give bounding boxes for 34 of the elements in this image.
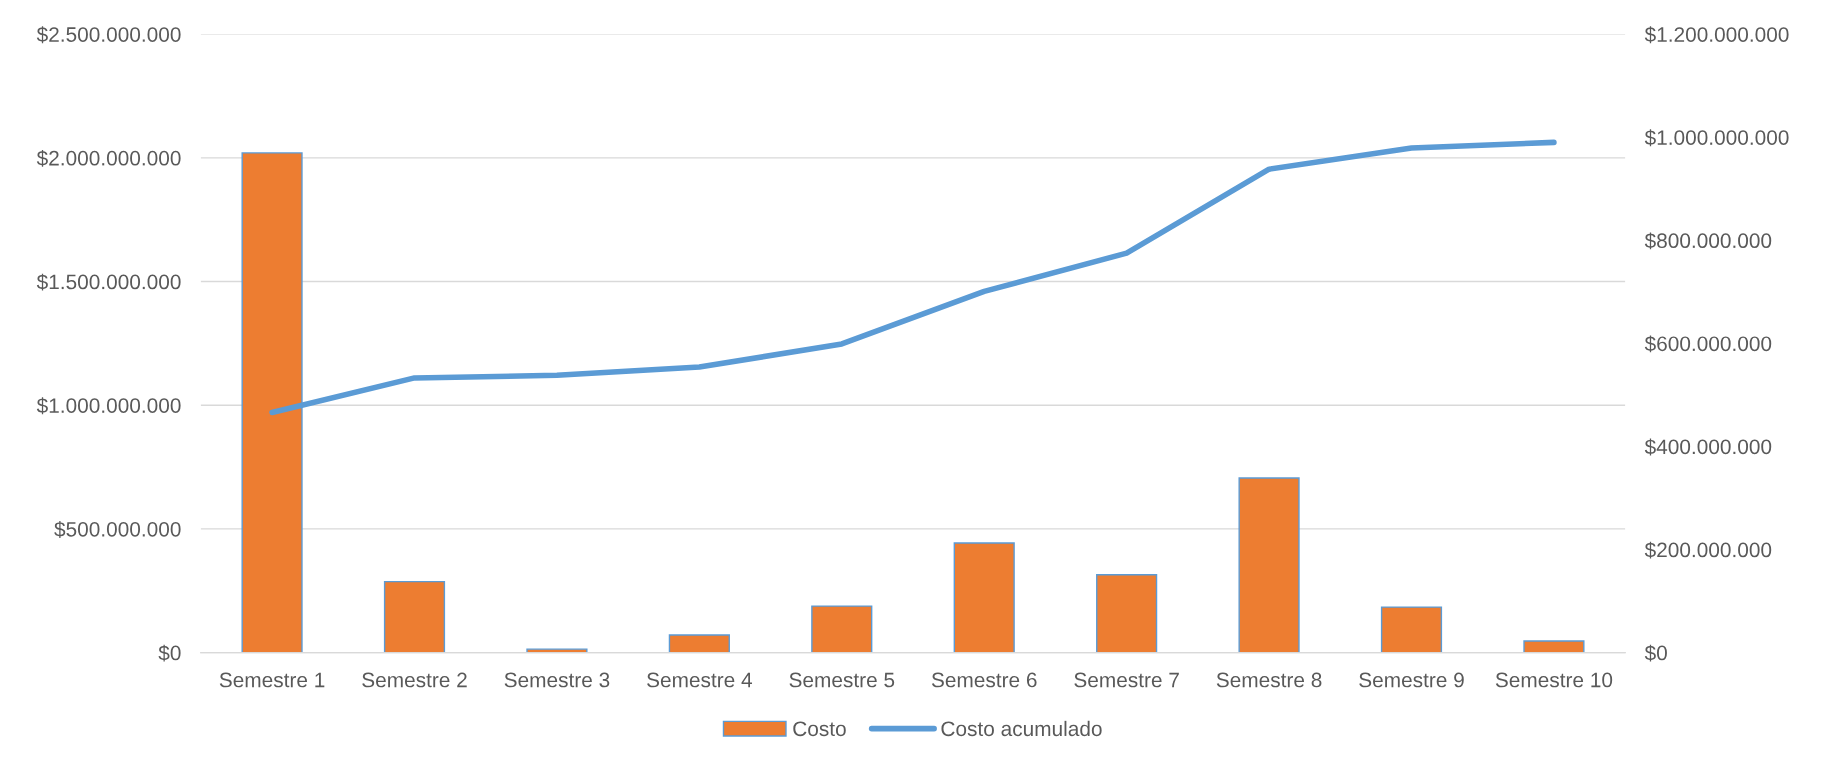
x-tick-label: Semestre 7	[1074, 672, 1179, 688]
legend-label: Costo	[793, 721, 846, 737]
x-tick-label: Semestre 3	[504, 672, 610, 688]
bar	[668, 634, 730, 653]
y2-tick-label: $400.000.000	[1644, 438, 1772, 456]
bar	[1238, 477, 1300, 653]
legend-label: Costo acumulado	[941, 720, 1102, 737]
y-tick-label: $1.500.000.000	[36, 273, 181, 291]
x-tick-label: Semestre 6	[931, 672, 1037, 688]
y2-tick-label: $0	[1644, 644, 1667, 662]
x-tick-label: Semestre 10	[1495, 672, 1613, 688]
bar	[1380, 606, 1443, 653]
y-tick-label: $2.500.000.000	[36, 26, 181, 44]
y2-tick-label: $1.200.000.000	[1644, 26, 1789, 44]
x-tick-label: Semestre 1	[219, 672, 325, 688]
x-tick-label: Semestre 9	[1359, 672, 1464, 688]
bar	[383, 580, 446, 653]
x-tick-label: Semestre 2	[362, 672, 467, 688]
y2-tick-label: $600.000.000	[1644, 335, 1772, 353]
bar	[811, 605, 873, 653]
y2-tick-label: $200.000.000	[1644, 541, 1772, 559]
y-tick-label: $2.000.000.000	[36, 149, 181, 167]
y2-tick-label: $800.000.000	[1644, 232, 1772, 250]
y-tick-label: $0	[158, 644, 181, 662]
y-tick-label: $500.000.000	[54, 521, 181, 538]
bar	[1096, 573, 1158, 653]
bar	[953, 542, 1015, 653]
x-tick-label: Semestre 4	[647, 672, 753, 688]
x-tick-label: Semestre 5	[789, 672, 895, 688]
bar	[526, 648, 588, 653]
y-tick-label: $1.000.000.000	[36, 397, 181, 415]
bar	[1523, 640, 1585, 653]
x-tick-label: Semestre 8	[1216, 672, 1322, 688]
y2-tick-label: $1.000.000.000	[1644, 129, 1789, 147]
